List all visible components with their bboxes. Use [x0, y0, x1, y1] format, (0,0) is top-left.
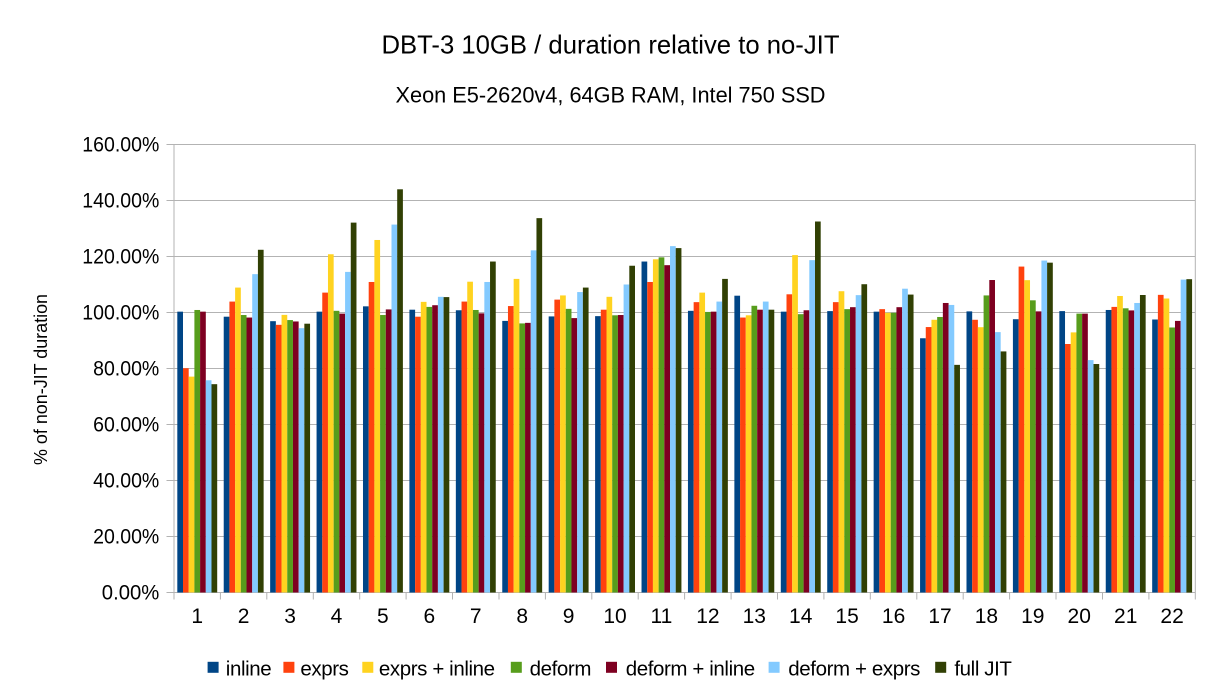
svg-text:17: 17: [928, 605, 951, 628]
svg-text:21: 21: [1114, 605, 1137, 628]
svg-text:140.00%: 140.00%: [82, 190, 159, 213]
svg-text:100.00%: 100.00%: [82, 302, 159, 325]
svg-text:60.00%: 60.00%: [93, 414, 159, 437]
svg-text:160.00%: 160.00%: [82, 134, 159, 157]
svg-text:10: 10: [603, 605, 626, 628]
svg-text:DBT-3 10GB / duration relative: DBT-3 10GB / duration relative to no-JIT: [382, 30, 840, 60]
svg-text:14: 14: [789, 605, 813, 628]
svg-text:80.00%: 80.00%: [93, 358, 159, 381]
svg-text:exprs: exprs: [300, 658, 348, 681]
svg-text:20.00%: 20.00%: [93, 526, 159, 549]
svg-text:1: 1: [191, 605, 203, 628]
svg-text:3: 3: [284, 605, 296, 628]
svg-text:5: 5: [377, 605, 389, 628]
svg-text:deform: deform: [530, 658, 591, 681]
svg-text:deform + exprs: deform + exprs: [788, 658, 920, 681]
svg-text:20: 20: [1068, 605, 1091, 628]
svg-text:inline: inline: [226, 658, 271, 681]
svg-text:full JIT: full JIT: [954, 658, 1012, 681]
svg-text:13: 13: [743, 605, 766, 628]
svg-text:exprs + inline: exprs + inline: [379, 658, 495, 681]
svg-text:18: 18: [975, 605, 998, 628]
svg-text:40.00%: 40.00%: [93, 470, 159, 493]
svg-text:7: 7: [470, 605, 482, 628]
svg-text:11: 11: [650, 605, 672, 628]
svg-text:22: 22: [1160, 605, 1183, 628]
svg-text:Xeon E5-2620v4, 64GB RAM, Inte: Xeon E5-2620v4, 64GB RAM, Intel 750 SSD: [396, 82, 826, 107]
svg-text:0.00%: 0.00%: [102, 582, 160, 605]
svg-text:% of non-JIT duration: % of non-JIT duration: [31, 294, 51, 465]
svg-text:9: 9: [563, 605, 575, 628]
svg-text:deform + inline: deform + inline: [626, 658, 755, 681]
svg-text:8: 8: [516, 605, 528, 628]
svg-text:12: 12: [696, 605, 719, 628]
svg-text:6: 6: [423, 605, 435, 628]
svg-text:120.00%: 120.00%: [82, 246, 159, 269]
svg-text:15: 15: [835, 605, 858, 628]
svg-text:16: 16: [882, 605, 905, 628]
svg-text:2: 2: [238, 605, 250, 628]
svg-text:4: 4: [331, 605, 343, 628]
svg-text:19: 19: [1021, 605, 1044, 628]
